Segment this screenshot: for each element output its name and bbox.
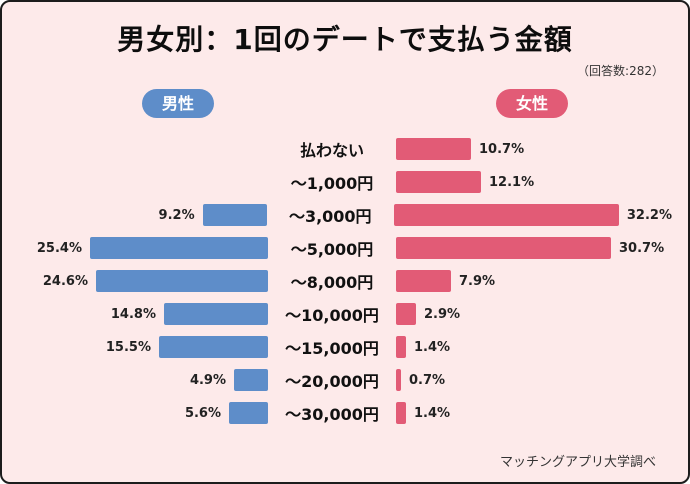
male-bar — [96, 270, 268, 293]
male-bar — [90, 237, 268, 260]
male-bar-area: 15.5% — [18, 336, 268, 359]
female-bar-area: 7.9% — [396, 270, 672, 293]
category-label: ～3,000円 — [288, 207, 372, 227]
category-label: 払わない — [299, 141, 364, 161]
chart-row: ～1,000円 12.1% — [18, 167, 672, 197]
female-bar — [396, 303, 416, 326]
female-bar — [396, 171, 481, 194]
female-value-label: 30.7% — [619, 240, 665, 256]
source-note: マッチングアプリ大学調べ — [499, 455, 656, 470]
category-label: ～8,000円 — [290, 273, 374, 293]
female-bar-area: 32.2% — [393, 204, 672, 227]
male-bar-area: 4.9% — [18, 369, 268, 392]
female-legend-badge: 女性 — [496, 89, 569, 119]
chart-row: 15.5% ～15,000円 1.4% — [18, 332, 672, 362]
male-value-label: 25.4% — [36, 240, 82, 256]
legend: 男性 女性 — [18, 89, 672, 119]
female-bar-area: 1.4% — [396, 402, 672, 425]
female-value-label: 0.7% — [409, 372, 446, 388]
category-label: ～20,000円 — [285, 372, 379, 392]
female-bar-area: 10.7% — [396, 138, 672, 161]
female-value-label: 32.2% — [626, 207, 672, 223]
male-bar — [202, 204, 267, 227]
male-value-label: 5.6% — [184, 405, 221, 421]
category-label: ～5,000円 — [290, 240, 374, 260]
male-bar-area: 25.4% — [18, 237, 268, 260]
male-value-label: 4.9% — [189, 372, 226, 388]
category-label: ～30,000円 — [285, 405, 379, 425]
chart-row: 4.9% ～20,000円 0.7% — [18, 365, 672, 395]
male-value-label: 24.6% — [42, 273, 88, 289]
male-bar-area: 9.2% — [18, 204, 267, 227]
female-bar — [396, 270, 451, 293]
female-bar — [396, 369, 401, 392]
chart-row: 24.6% ～8,000円 7.9% — [18, 266, 672, 296]
female-bar-area: 12.1% — [396, 171, 672, 194]
chart-row: 払わない 10.7% — [18, 134, 672, 164]
category-label: ～1,000円 — [290, 174, 374, 194]
chart-row: 5.6% ～30,000円 1.4% — [18, 398, 672, 428]
male-bar — [164, 303, 268, 326]
female-bar — [396, 237, 611, 260]
female-value-label: 2.9% — [424, 306, 461, 322]
female-value-label: 7.9% — [459, 273, 496, 289]
female-bar — [393, 204, 619, 227]
female-bar-area: 0.7% — [396, 369, 672, 392]
male-bar — [229, 402, 268, 425]
male-value-label: 14.8% — [110, 306, 156, 322]
page-title: 男女別：1回のデートで支払う金額 — [117, 23, 573, 56]
female-bar — [396, 336, 406, 359]
male-bar — [159, 336, 268, 359]
chart-row: 14.8% ～10,000円 2.9% — [18, 299, 672, 329]
male-value-label: 15.5% — [105, 339, 151, 355]
female-value-label: 10.7% — [479, 141, 525, 157]
chart-rows: 払わない 10.7% ～1,000円 12.1% 9.2% ～3,000円 32.2% 25.… — [18, 134, 672, 431]
chart-row: 9.2% ～3,000円 32.2% — [18, 200, 672, 230]
category-label: ～10,000円 — [285, 306, 379, 326]
female-bar-area: 2.9% — [396, 303, 672, 326]
male-bar-area: 24.6% — [18, 270, 268, 293]
female-bar-area: 1.4% — [396, 336, 672, 359]
male-legend-badge: 男性 — [142, 89, 215, 119]
female-value-label: 12.1% — [489, 174, 535, 190]
male-bar — [234, 369, 268, 392]
female-value-label: 1.4% — [414, 405, 451, 421]
female-bar — [396, 138, 471, 161]
female-bar-area: 30.7% — [396, 237, 672, 260]
male-bar-area: 5.6% — [18, 402, 268, 425]
category-label: ～15,000円 — [285, 339, 379, 359]
respondent-count: （回答数:282） — [577, 64, 664, 78]
chart-row: 25.4% ～5,000円 30.7% — [18, 233, 672, 263]
male-value-label: 9.2% — [158, 207, 195, 223]
female-bar — [396, 402, 406, 425]
male-bar-area: 14.8% — [18, 303, 268, 326]
female-value-label: 1.4% — [414, 339, 451, 355]
